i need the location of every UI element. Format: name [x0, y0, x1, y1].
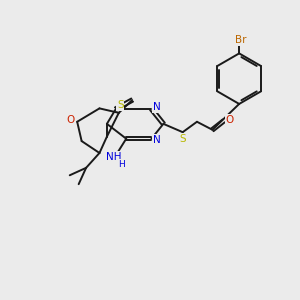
- Text: H: H: [118, 160, 124, 169]
- Text: O: O: [226, 115, 234, 125]
- Text: N: N: [153, 135, 161, 145]
- Text: N: N: [153, 103, 161, 112]
- Text: S: S: [179, 134, 186, 144]
- Text: Br: Br: [235, 35, 246, 45]
- Text: O: O: [67, 115, 75, 125]
- Text: S: S: [117, 100, 124, 110]
- Text: NH: NH: [106, 152, 121, 162]
